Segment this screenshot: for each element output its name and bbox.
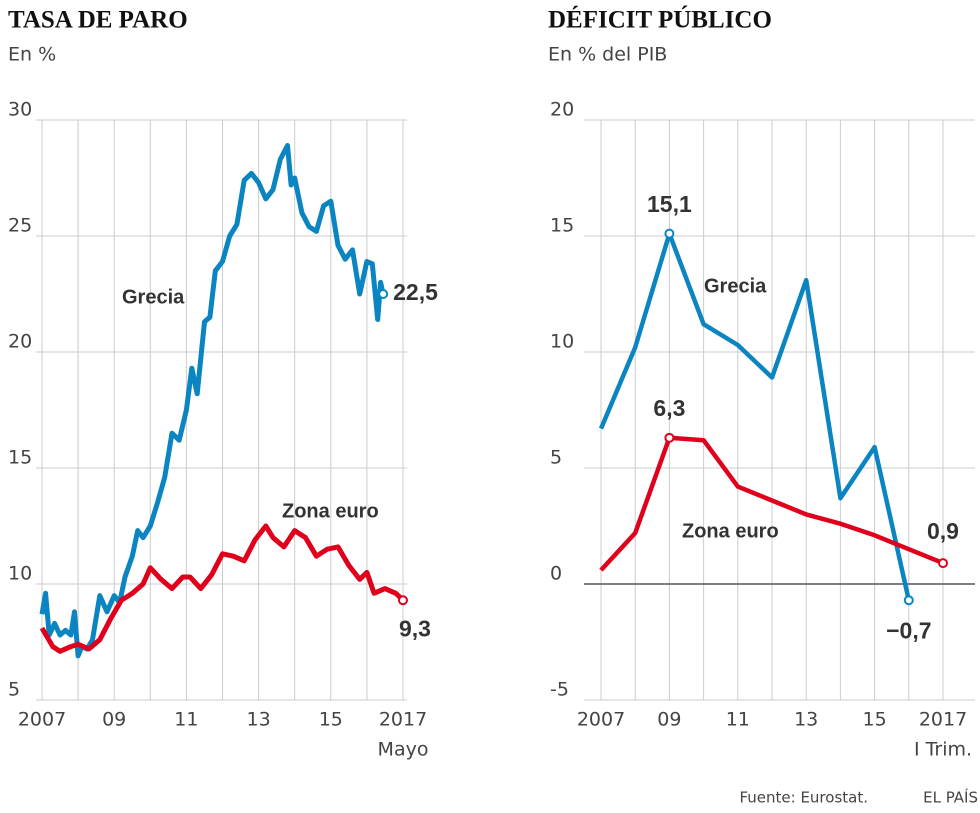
x-tick-label: 13	[247, 709, 271, 731]
data-label: 0,9	[927, 518, 959, 544]
y-tick-label: 5	[550, 447, 562, 469]
data-label: 9,3	[399, 615, 431, 641]
x-tick-label: 2007	[577, 709, 625, 731]
series-label: Grecia	[122, 286, 185, 308]
chart-subtitle: En %	[8, 44, 56, 66]
chart-title: TASA DE PARO	[8, 7, 188, 34]
series-line	[599, 435, 944, 572]
point-marker	[378, 289, 389, 299]
x-tick-label: 09	[657, 709, 681, 731]
x-tick-label: 15	[319, 709, 343, 731]
y-tick-label: 30	[8, 99, 32, 121]
y-tick-label: 15	[550, 215, 574, 237]
x-tick-label: 11	[726, 709, 750, 731]
point-marker	[664, 432, 675, 443]
point-marker	[664, 228, 675, 239]
x-tick-label: 2017	[379, 709, 427, 731]
y-tick-label: 20	[8, 331, 32, 353]
y-tick-label: -5	[550, 679, 569, 701]
source: Fuente: Eurostat.	[739, 789, 868, 807]
point-marker	[398, 595, 408, 606]
y-tick-label: 10	[8, 563, 32, 585]
x-note: Mayo	[378, 739, 429, 761]
x-tick-label: 2007	[18, 709, 66, 731]
x-tick-label: 2017	[919, 709, 967, 731]
y-tick-label: 5	[8, 679, 20, 701]
chart-subtitle: En % del PIB	[548, 44, 667, 66]
x-tick-label: 13	[794, 709, 818, 731]
y-tick-label: 25	[8, 215, 32, 237]
series-line	[39, 143, 386, 659]
y-tick-label: 15	[8, 447, 32, 469]
x-note: I Trim.	[914, 739, 972, 761]
data-label: 15,1	[647, 191, 692, 217]
data-label: −0,7	[886, 617, 931, 643]
data-label: 22,5	[393, 279, 438, 305]
series-line	[598, 231, 911, 601]
chart-title: DÉFICIT PÚBLICO	[548, 6, 772, 34]
series-line	[39, 523, 405, 654]
y-tick-label: 10	[550, 331, 574, 353]
series-label: Zona euro	[682, 520, 779, 542]
x-tick-label: 15	[863, 709, 887, 731]
series-label: Grecia	[704, 275, 767, 297]
series-label: Zona euro	[282, 500, 379, 522]
point-marker	[903, 595, 914, 606]
point-marker	[938, 558, 948, 569]
y-tick-label: 0	[550, 563, 562, 585]
y-tick-label: 20	[550, 99, 574, 121]
x-tick-label: 09	[102, 709, 126, 731]
x-tick-label: 11	[174, 709, 198, 731]
brand: EL PAÍS	[923, 788, 978, 807]
data-label: 6,3	[653, 395, 685, 421]
